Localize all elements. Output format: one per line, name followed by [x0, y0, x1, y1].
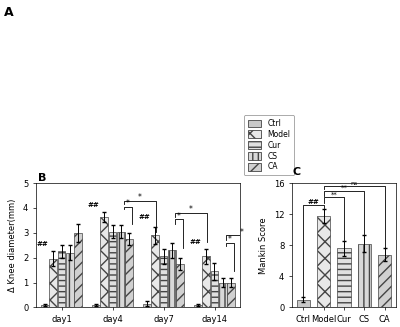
- Text: *: *: [138, 193, 142, 202]
- Bar: [66, 253, 74, 307]
- Y-axis label: Mankin Score: Mankin Score: [259, 217, 268, 274]
- Bar: [202, 256, 210, 307]
- Bar: [41, 305, 49, 307]
- Bar: [194, 305, 202, 307]
- Text: A: A: [4, 6, 14, 19]
- Text: ##: ##: [308, 199, 319, 205]
- Bar: [219, 283, 227, 307]
- Legend: Ctrl, Model, Cur, CS, CA: Ctrl, Model, Cur, CS, CA: [244, 115, 294, 175]
- Text: **: **: [341, 185, 347, 191]
- Bar: [74, 233, 82, 307]
- Bar: [92, 305, 100, 307]
- Bar: [125, 239, 133, 307]
- Bar: [117, 232, 125, 307]
- Text: **: **: [330, 191, 337, 197]
- Bar: [109, 232, 116, 307]
- Bar: [160, 256, 167, 307]
- Bar: [58, 251, 65, 307]
- Text: *: *: [177, 212, 181, 221]
- Text: *: *: [126, 199, 130, 208]
- Bar: [49, 259, 57, 307]
- Bar: [151, 235, 159, 307]
- Bar: [168, 250, 176, 307]
- Bar: [100, 217, 108, 307]
- Bar: [211, 271, 218, 307]
- Bar: [358, 244, 371, 307]
- Bar: [317, 216, 330, 307]
- Bar: [227, 283, 235, 307]
- Y-axis label: Δ Knee diameter(mm): Δ Knee diameter(mm): [8, 198, 18, 292]
- Bar: [296, 300, 310, 307]
- Text: ##: ##: [88, 202, 100, 208]
- Text: B: B: [38, 173, 46, 183]
- Text: C: C: [293, 167, 301, 177]
- Text: ##: ##: [37, 242, 48, 248]
- Text: ##: ##: [190, 239, 202, 245]
- Text: ##: ##: [139, 214, 150, 220]
- Bar: [176, 264, 184, 307]
- Bar: [337, 249, 351, 307]
- Text: *: *: [189, 205, 193, 215]
- Text: ns: ns: [350, 181, 358, 186]
- Bar: [143, 304, 151, 307]
- Text: *: *: [228, 235, 232, 244]
- Text: *: *: [240, 228, 244, 237]
- Bar: [378, 254, 392, 307]
